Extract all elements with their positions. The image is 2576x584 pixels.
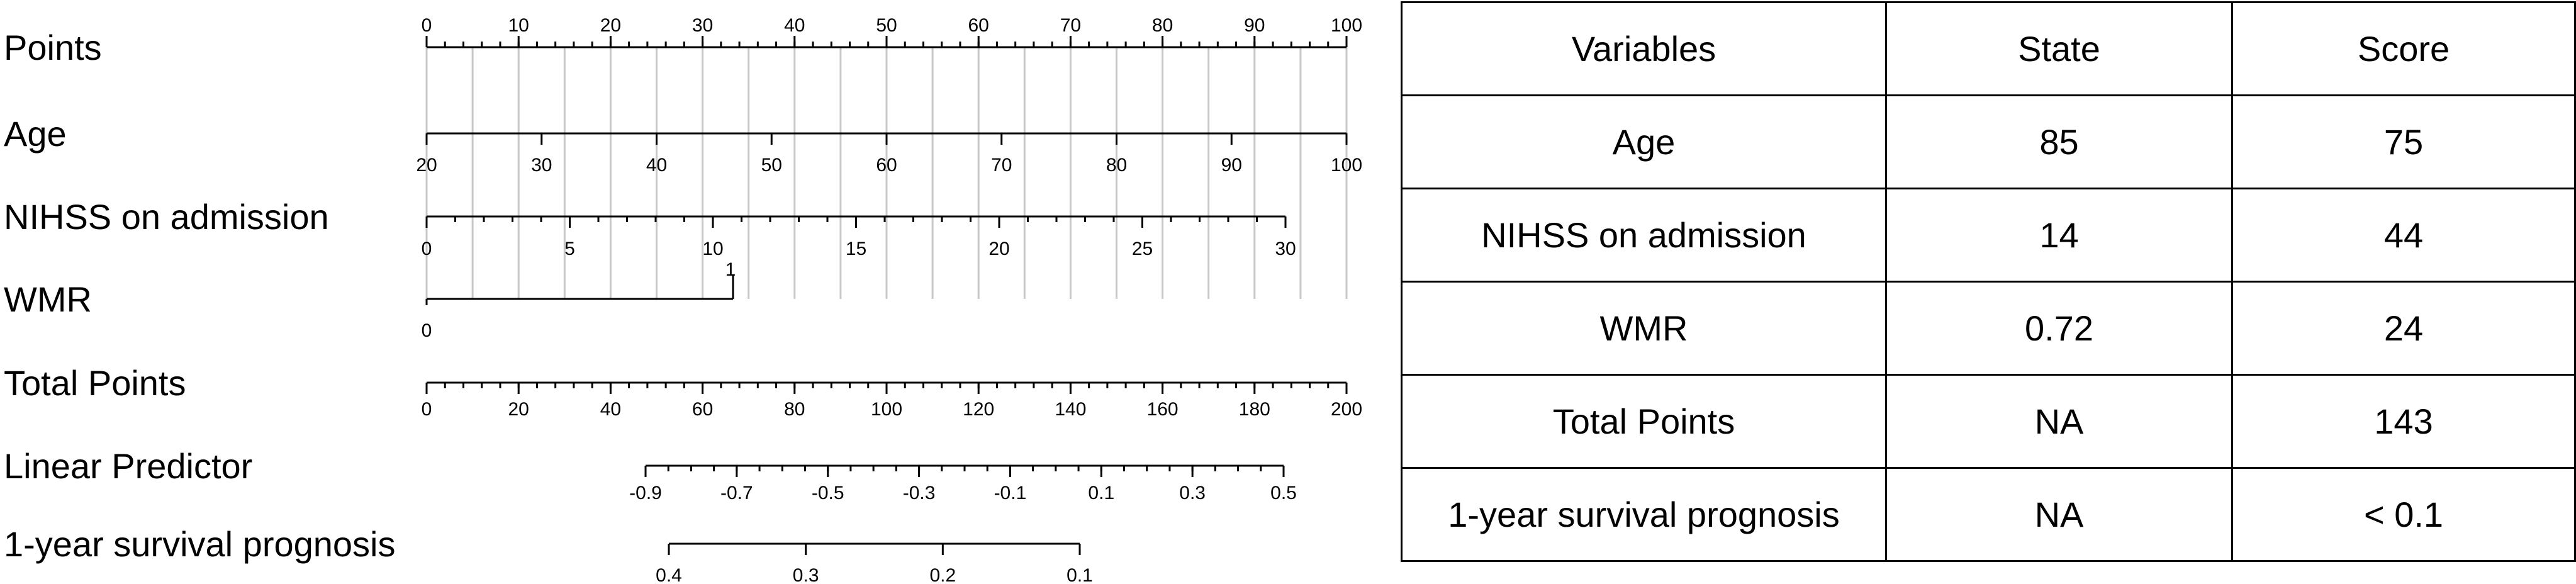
row-label: NIHSS on admission xyxy=(4,197,329,237)
cell-score: 24 xyxy=(2231,281,2576,376)
cell-state: NA xyxy=(1885,467,2233,562)
cell-variable: Age xyxy=(1401,94,1887,189)
table-row: Age 85 75 xyxy=(1401,94,2576,189)
cell-score: 143 xyxy=(2231,374,2576,469)
tick-label: 180 xyxy=(1239,399,1270,420)
tick-label: 140 xyxy=(1055,399,1086,420)
tick-label: 120 xyxy=(963,399,994,420)
header-state: State xyxy=(1885,1,2233,96)
tick-label: 40 xyxy=(646,155,667,176)
cell-variable: 1-year survival prognosis xyxy=(1401,467,1887,562)
tick-label: 0.2 xyxy=(929,565,956,584)
tick-label: 50 xyxy=(761,155,782,176)
tick-label: 100 xyxy=(1331,155,1362,176)
row-label: WMR xyxy=(4,279,92,319)
cell-variable: WMR xyxy=(1401,281,1887,376)
tick-label: 0.3 xyxy=(1179,483,1206,503)
tick-label: 20 xyxy=(416,155,437,176)
tick-label: 160 xyxy=(1147,399,1179,420)
tick-label: 20 xyxy=(508,399,529,420)
tick-label: -0.3 xyxy=(903,483,936,503)
cell-score: < 0.1 xyxy=(2231,467,2576,562)
table-row: WMR 0.72 24 xyxy=(1401,281,2576,376)
row-label: Total Points xyxy=(4,363,186,403)
score-table: Variables State Score Age 85 75 NIHSS on… xyxy=(1401,1,2576,562)
tick-label: 60 xyxy=(968,15,989,36)
tick-label: 10 xyxy=(702,239,723,259)
tick-label: 0 xyxy=(422,399,432,420)
tick-label: -0.1 xyxy=(994,483,1027,503)
tick-label: 0.1 xyxy=(1067,565,1093,584)
row-label: Points xyxy=(4,28,102,67)
tick-label: 0 xyxy=(422,239,432,259)
cell-variable: NIHSS on admission xyxy=(1401,188,1887,283)
tick-label: 15 xyxy=(846,239,866,259)
tick-label: 50 xyxy=(876,15,897,36)
tick-label: -0.9 xyxy=(629,483,662,503)
cell-score: 75 xyxy=(2231,94,2576,189)
tick-label: 80 xyxy=(1152,15,1173,36)
cell-state: 85 xyxy=(1885,94,2233,189)
tick-label: 0.3 xyxy=(793,565,819,584)
table-row: Total Points NA 143 xyxy=(1401,374,2576,469)
cell-variable: Total Points xyxy=(1401,374,1887,469)
tick-label: 90 xyxy=(1244,15,1265,36)
table-row: NIHSS on admission 14 44 xyxy=(1401,188,2576,283)
tick-label: 20 xyxy=(600,15,621,36)
tick-label: 10 xyxy=(508,15,529,36)
tick-label: 0 xyxy=(422,15,432,36)
tick-label: 40 xyxy=(600,399,621,420)
tick-label: 200 xyxy=(1331,399,1362,420)
tick-label: 60 xyxy=(876,155,897,176)
tick-label: 70 xyxy=(991,155,1012,176)
cell-state: 14 xyxy=(1885,188,2233,283)
tick-label: 5 xyxy=(564,239,575,259)
tick-label: 0.4 xyxy=(656,565,682,584)
header-variables: Variables xyxy=(1401,1,1887,96)
tick-label: -0.7 xyxy=(720,483,753,503)
row-label: Age xyxy=(4,114,67,154)
cell-state: 0.72 xyxy=(1885,281,2233,376)
tick-label: 80 xyxy=(784,399,805,420)
tick-label: 90 xyxy=(1221,155,1242,176)
tick-label: 25 xyxy=(1132,239,1153,259)
tick-label: 30 xyxy=(692,15,713,36)
tick-label: 30 xyxy=(531,155,552,176)
tick-label: 0.5 xyxy=(1270,483,1297,503)
tick-label: 1 xyxy=(725,259,736,280)
tick-label: 0 xyxy=(422,320,432,341)
tick-label: 40 xyxy=(784,15,805,36)
tick-label: 30 xyxy=(1275,239,1296,259)
row-label: 1-year survival prognosis xyxy=(4,524,395,564)
tick-label: 100 xyxy=(1331,15,1362,36)
header-score: Score xyxy=(2231,1,2576,96)
tick-label: 20 xyxy=(988,239,1009,259)
tick-label: 60 xyxy=(692,399,713,420)
table-row: 1-year survival prognosis NA < 0.1 xyxy=(1401,467,2576,562)
tick-label: 70 xyxy=(1060,15,1081,36)
row-label: Linear Predictor xyxy=(4,446,252,486)
tick-label: 0.1 xyxy=(1088,483,1114,503)
cell-state: NA xyxy=(1885,374,2233,469)
tick-label: -0.5 xyxy=(812,483,844,503)
tick-label: 100 xyxy=(871,399,902,420)
cell-score: 44 xyxy=(2231,188,2576,283)
tick-label: 80 xyxy=(1106,155,1127,176)
table-header-row: Variables State Score xyxy=(1401,1,2576,96)
